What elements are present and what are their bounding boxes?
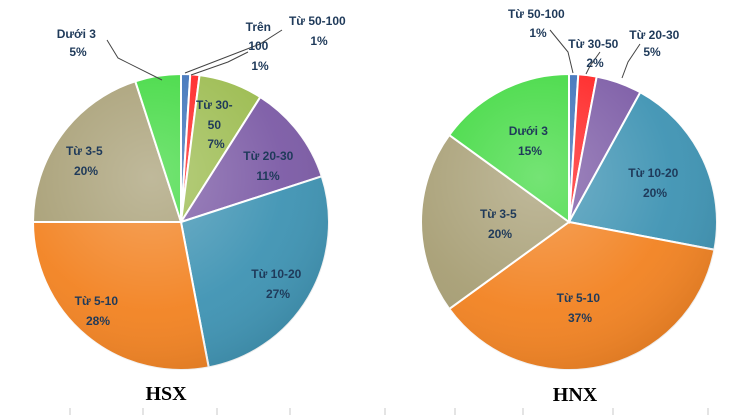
hsx-leader-line [106,39,163,81]
hsx-leader-lines [106,29,283,81]
hsx-slices [31,72,330,371]
hnx-title: HNX [553,384,598,406]
bottom-tick-marks [69,408,709,415]
hnx-label-20-30: Từ 20-30 5% [629,28,682,59]
hsx-label-3-5: Từ 3-5 20% [66,144,106,178]
hnx-label-10-20: Từ 10-20 20% [628,166,681,200]
hsx-pie-chart: Dưới 3 5% Trên 100 1% Từ 50-100 1% Từ 30… [31,14,349,405]
hsx-label-duoi3: Dưới 3 5% [57,27,100,59]
hnx-label-50-100: Từ 50-100 1% [508,7,568,40]
hsx-leader-line [190,51,249,76]
hnx-label-5-10: Từ 5-10 37% [557,291,604,325]
hnx-label-duoi3: Dưới 3 15% [509,124,552,158]
hnx-leader-lines [549,29,641,79]
hsx-label-50-100: Từ 50-100 1% [289,14,349,48]
hnx-labels: Từ 50-100 1% Từ 30-50 2% Từ 20-30 5% Từ … [480,7,682,325]
hsx-label-5-10: Từ 5-10 28% [75,294,122,328]
hsx-label-tren100: Trên 100 1% [246,20,275,73]
hsx-label-20-30: Từ 20-30 11% [243,149,296,183]
hsx-title: HSX [145,383,187,405]
hnx-leader-line [621,43,641,79]
hsx-label-30-50: Từ 30- 50 7% [196,98,236,151]
hnx-pie-chart: Từ 50-100 1% Từ 30-50 2% Từ 20-30 5% Từ … [420,7,718,406]
hsx-leader-line [184,29,283,74]
hnx-leader-line [585,51,601,75]
hsx-labels: Dưới 3 5% Trên 100 1% Từ 50-100 1% Từ 30… [57,14,349,328]
hnx-label-3-5: Từ 3-5 20% [480,207,520,241]
hsx-label-10-20: Từ 10-20 27% [251,267,304,301]
hnx-label-30-50: Từ 30-50 2% [568,37,621,70]
hnx-slices [420,72,718,371]
hnx-leader-line [549,29,574,74]
